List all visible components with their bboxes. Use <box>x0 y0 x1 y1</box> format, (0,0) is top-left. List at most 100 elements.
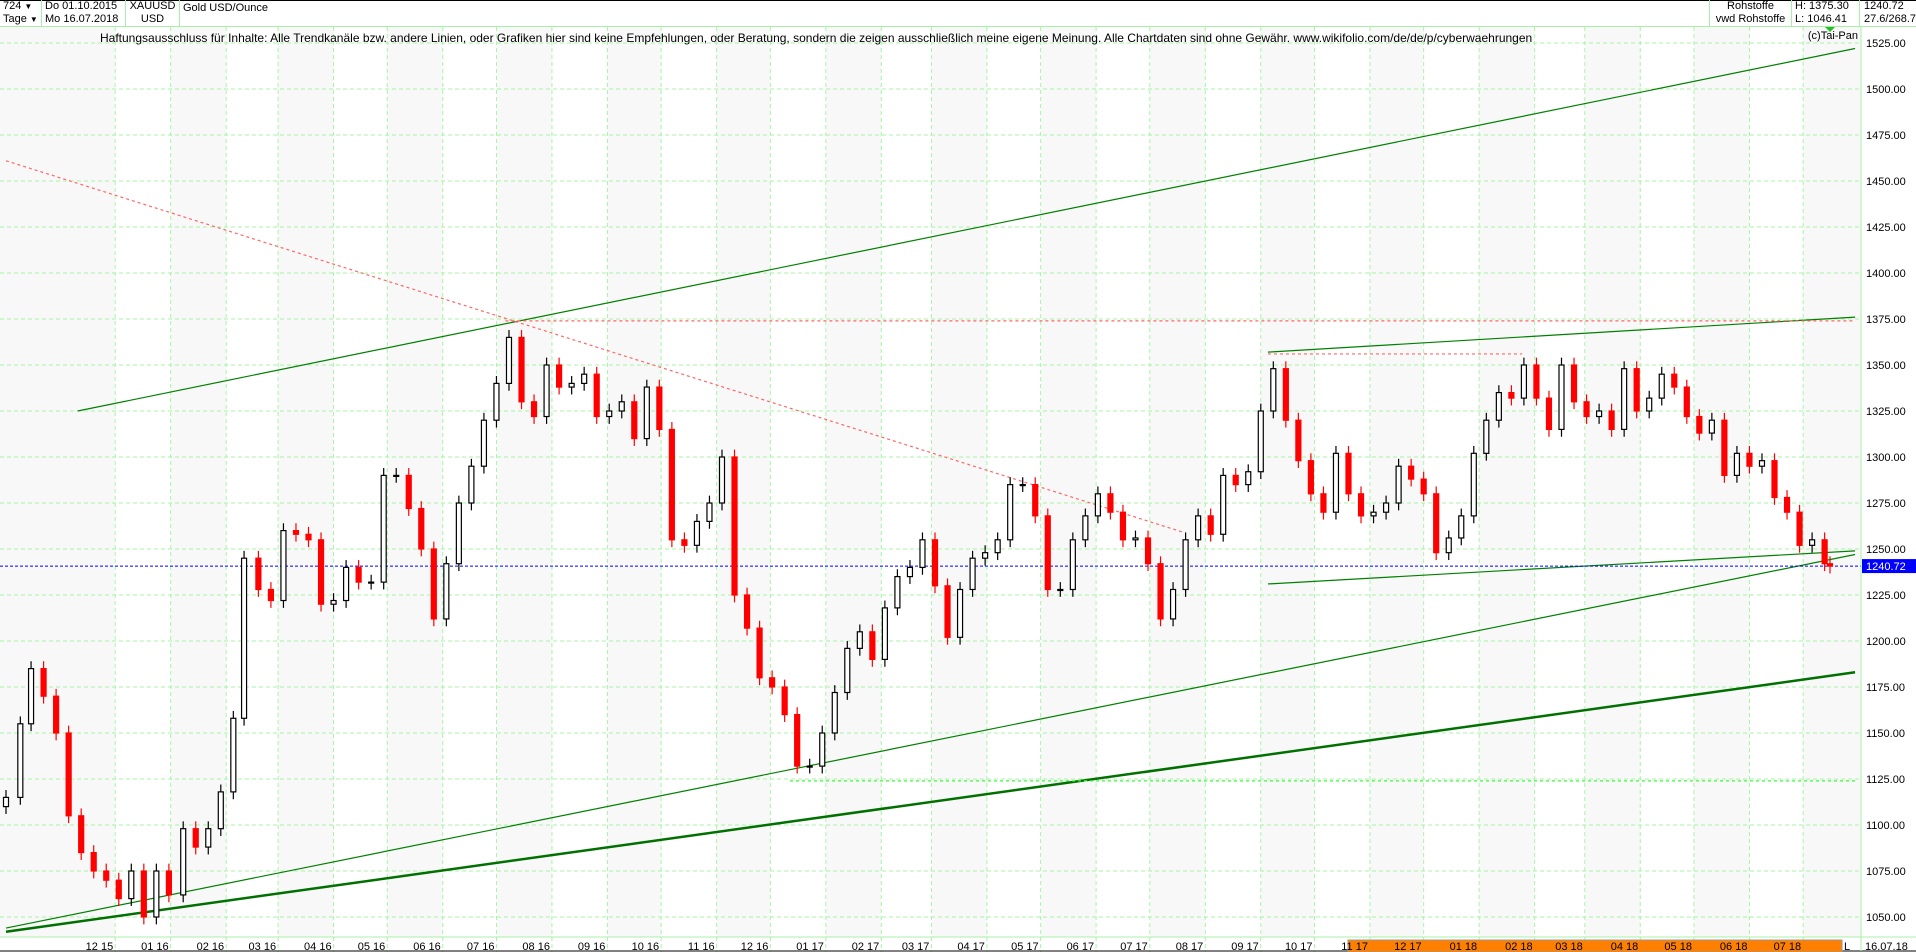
candle[interactable] <box>1320 486 1327 520</box>
candle[interactable] <box>1257 403 1264 480</box>
timeline-scrollbar[interactable] <box>1347 939 1843 952</box>
candle[interactable] <box>1826 556 1834 574</box>
candle[interactable] <box>1633 361 1640 419</box>
candle[interactable] <box>1608 403 1615 437</box>
candle[interactable] <box>405 468 412 516</box>
candle[interactable] <box>65 725 72 824</box>
candle[interactable] <box>1220 468 1227 542</box>
candle[interactable] <box>1395 458 1402 511</box>
candle[interactable] <box>969 550 976 597</box>
candle[interactable] <box>418 501 425 557</box>
candle[interactable] <box>355 560 362 590</box>
candle[interactable] <box>806 758 813 774</box>
candle[interactable] <box>330 593 337 612</box>
candle[interactable] <box>468 458 475 511</box>
candle[interactable] <box>1533 357 1540 406</box>
candle[interactable] <box>1119 504 1127 548</box>
candle[interactable] <box>1595 403 1603 424</box>
candle[interactable] <box>831 685 838 741</box>
candle[interactable] <box>881 600 888 667</box>
candle[interactable] <box>1132 530 1139 548</box>
candle[interactable] <box>455 495 462 572</box>
candle[interactable] <box>1646 390 1653 419</box>
candle[interactable] <box>280 523 287 608</box>
candle[interactable] <box>493 376 500 428</box>
candle[interactable] <box>581 366 588 391</box>
candle[interactable] <box>956 582 964 645</box>
long-term-support-line[interactable] <box>5 671 1856 933</box>
candle[interactable] <box>1758 453 1766 474</box>
candle[interactable] <box>1671 366 1678 395</box>
candle[interactable] <box>393 468 400 483</box>
candle[interactable] <box>140 863 147 925</box>
candle[interactable] <box>240 550 248 726</box>
bars-count-dropdown[interactable]: 724 ▼ <box>3 0 33 12</box>
candle[interactable] <box>2 790 10 814</box>
candle[interactable] <box>115 872 122 906</box>
candle[interactable] <box>631 394 638 446</box>
candle[interactable] <box>681 532 688 553</box>
candle[interactable] <box>1783 490 1791 520</box>
candle[interactable] <box>1433 486 1440 561</box>
candle[interactable] <box>556 357 563 395</box>
candle[interactable] <box>1207 508 1214 542</box>
candle[interactable] <box>606 403 613 424</box>
candle[interactable] <box>906 560 914 584</box>
candle[interactable] <box>505 330 513 391</box>
candle[interactable] <box>1019 477 1026 492</box>
candle[interactable] <box>844 641 851 700</box>
candle[interactable] <box>1520 357 1528 406</box>
candle[interactable] <box>1733 445 1741 483</box>
candle[interactable] <box>781 679 788 722</box>
candle[interactable] <box>1232 468 1239 492</box>
candle[interactable] <box>668 422 675 548</box>
candle[interactable] <box>1270 361 1277 419</box>
candle[interactable] <box>1332 445 1340 520</box>
candle[interactable] <box>205 821 212 855</box>
candle[interactable] <box>819 725 826 774</box>
upper-channel-line[interactable] <box>77 47 1856 412</box>
candle[interactable] <box>1508 385 1515 406</box>
candle[interactable] <box>292 523 300 542</box>
candle[interactable] <box>317 532 325 612</box>
candle[interactable] <box>90 845 97 879</box>
candle[interactable] <box>1082 508 1089 548</box>
candle[interactable] <box>1483 412 1490 461</box>
candle[interactable] <box>982 545 989 566</box>
candle[interactable] <box>944 578 951 645</box>
candle[interactable] <box>40 661 47 704</box>
candle[interactable] <box>430 541 437 627</box>
candle[interactable] <box>480 412 488 474</box>
candle[interactable] <box>1658 366 1665 406</box>
candle[interactable] <box>103 863 110 888</box>
candle[interactable] <box>1295 412 1302 469</box>
candle[interactable] <box>1771 453 1778 505</box>
bars-period-selector[interactable]: 724 ▼ Tage ▼ <box>0 0 42 27</box>
candle[interactable] <box>255 550 262 597</box>
candle[interactable] <box>693 514 701 553</box>
candle[interactable] <box>380 468 387 590</box>
candle[interactable] <box>869 624 876 667</box>
candle[interactable] <box>1057 582 1064 597</box>
candle[interactable] <box>192 821 199 855</box>
candle[interactable] <box>180 821 187 903</box>
candle[interactable] <box>342 560 350 608</box>
candle[interactable] <box>1382 495 1390 520</box>
candle[interactable] <box>1408 458 1415 487</box>
candle[interactable] <box>267 582 275 608</box>
candle[interactable] <box>1044 508 1051 597</box>
candle[interactable] <box>1345 445 1352 502</box>
candle[interactable] <box>731 449 738 603</box>
candle[interactable] <box>1069 532 1076 597</box>
candle[interactable] <box>931 532 939 594</box>
candle[interactable] <box>1094 486 1101 524</box>
candle[interactable] <box>1809 532 1816 553</box>
candle[interactable] <box>769 670 776 695</box>
candle[interactable] <box>128 863 135 906</box>
candle[interactable] <box>1107 486 1114 520</box>
descending-resistance-line[interactable] <box>5 160 1184 534</box>
candle[interactable] <box>78 808 85 860</box>
candle[interactable] <box>718 449 726 511</box>
candle[interactable] <box>1144 530 1152 572</box>
candle[interactable] <box>743 587 751 636</box>
